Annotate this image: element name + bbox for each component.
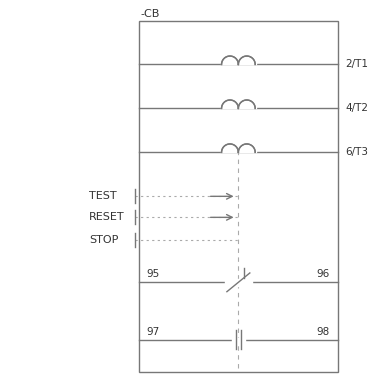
Text: 2/T1: 2/T1 (345, 59, 368, 69)
Text: TEST: TEST (89, 191, 117, 201)
Text: -CB: -CB (141, 8, 160, 18)
Bar (139, 20, 338, 372)
Text: STOP: STOP (89, 235, 119, 245)
Text: RESET: RESET (89, 213, 125, 223)
Text: 96: 96 (317, 269, 330, 279)
Text: 4/T2: 4/T2 (345, 104, 368, 114)
Text: 97: 97 (147, 326, 160, 336)
Text: 98: 98 (317, 326, 330, 336)
Text: 95: 95 (147, 269, 160, 279)
Text: 6/T3: 6/T3 (345, 147, 368, 157)
